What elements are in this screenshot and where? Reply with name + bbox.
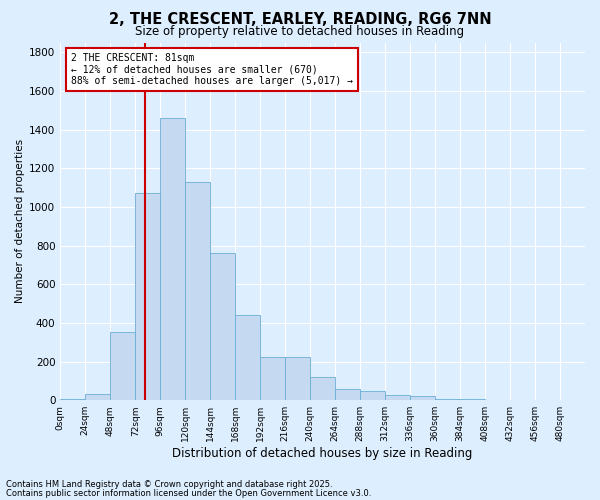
Bar (110, 332, 135, 400)
Bar (285, 356, 310, 400)
Bar (160, 118, 185, 400)
Bar (260, 356, 285, 400)
Text: 2, THE CRESCENT, EARLEY, READING, RG6 7NN: 2, THE CRESCENT, EARLEY, READING, RG6 7N… (109, 12, 491, 28)
Text: Size of property relative to detached houses in Reading: Size of property relative to detached ho… (136, 25, 464, 38)
Bar (60, 399, 85, 400)
Text: Contains HM Land Registry data © Crown copyright and database right 2025.: Contains HM Land Registry data © Crown c… (6, 480, 332, 489)
Y-axis label: Number of detached properties: Number of detached properties (15, 140, 25, 304)
Bar (210, 254, 235, 400)
Bar (385, 396, 410, 400)
Bar (410, 396, 435, 400)
Bar (435, 398, 460, 400)
Bar (185, 182, 210, 400)
Bar (135, 194, 160, 400)
X-axis label: Distribution of detached houses by size in Reading: Distribution of detached houses by size … (172, 447, 473, 460)
Text: Contains public sector information licensed under the Open Government Licence v3: Contains public sector information licen… (6, 488, 371, 498)
Bar (235, 315, 260, 400)
Bar (460, 399, 485, 400)
Bar (310, 377, 335, 400)
Bar (360, 390, 385, 400)
Bar (85, 394, 110, 400)
Text: 2 THE CRESCENT: 81sqm
← 12% of detached houses are smaller (670)
88% of semi-det: 2 THE CRESCENT: 81sqm ← 12% of detached … (71, 53, 353, 86)
Bar (335, 388, 360, 400)
